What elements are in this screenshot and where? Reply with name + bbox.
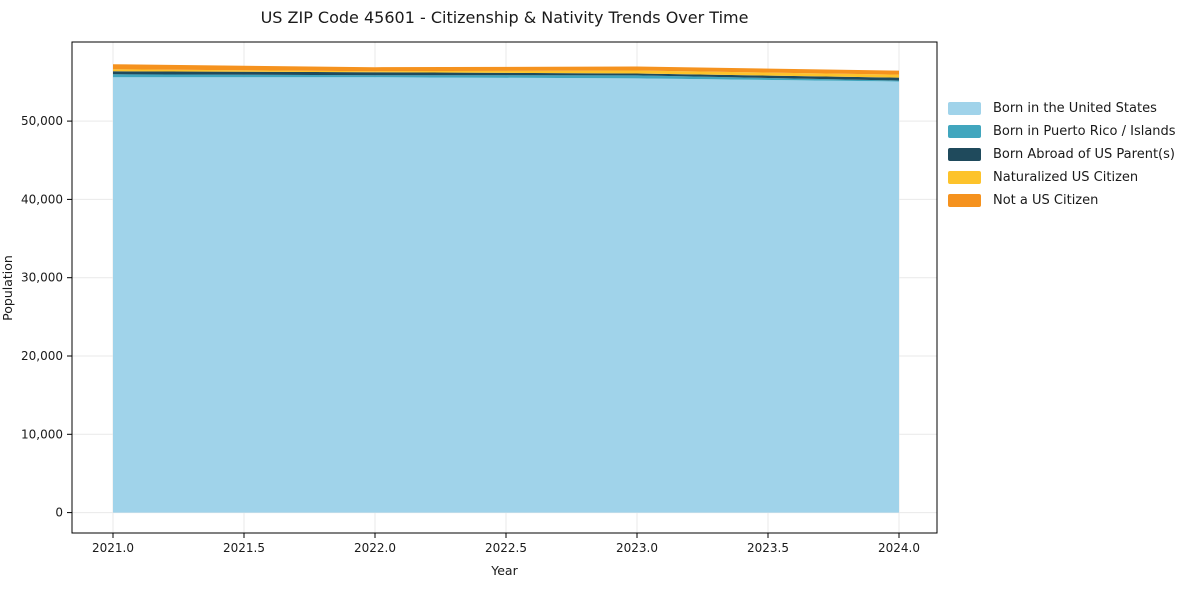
legend-label-born-abroad: Born Abroad of US Parent(s): [993, 147, 1175, 162]
area-naturalized-us-citizen: [113, 69, 899, 78]
legend-label-naturalized: Naturalized US Citizen: [993, 170, 1139, 185]
x-tick-label: 2023.5: [747, 541, 789, 555]
legend-swatch-born-abroad: [948, 148, 981, 161]
y-tick-label: 40,000: [21, 192, 63, 206]
x-tick-label: 2021.0: [92, 541, 134, 555]
legend-row: Not a US Citizen: [948, 193, 1176, 208]
x-tick-label: 2022.5: [485, 541, 527, 555]
chart-title: US ZIP Code 45601 - Citizenship & Nativi…: [260, 8, 749, 27]
y-axis-label: Population: [0, 255, 15, 321]
legend-label-born-in-us: Born in the United States: [993, 101, 1157, 116]
legend-swatch-born-in-us: [948, 102, 981, 115]
legend-swatch-naturalized: [948, 171, 981, 184]
legend-row: Born Abroad of US Parent(s): [948, 147, 1176, 162]
x-tick-label: 2024.0: [878, 541, 920, 555]
legend-swatch-puerto-rico: [948, 125, 981, 138]
legend-row: Born in the United States: [948, 101, 1176, 116]
legend-label-puerto-rico: Born in Puerto Rico / Islands: [993, 124, 1176, 139]
y-tick-label: 50,000: [21, 114, 63, 128]
x-tick-label: 2023.0: [616, 541, 658, 555]
legend-row: Born in Puerto Rico / Islands: [948, 124, 1176, 139]
y-tick-label: 30,000: [21, 271, 63, 285]
legend-label-not-citizen: Not a US Citizen: [993, 193, 1099, 208]
y-tick-label: 20,000: [21, 349, 63, 363]
y-tick-label: 10,000: [21, 427, 63, 441]
x-tick-label: 2022.0: [354, 541, 396, 555]
y-tick-label: 0: [55, 506, 63, 520]
area-not-a-us-citizen: [113, 64, 899, 75]
area-born-abroad-of-us-parent-s: [113, 71, 899, 81]
legend-swatch-not-citizen: [948, 194, 981, 207]
plot-border: [71, 41, 938, 534]
legend-row: Naturalized US Citizen: [948, 170, 1176, 185]
area-born-in-the-united-states: [113, 77, 899, 513]
x-axis-label: Year: [491, 563, 518, 578]
x-tick-label: 2021.5: [223, 541, 265, 555]
area-born-in-puerto-rico-islands: [113, 74, 899, 82]
legend: Born in the United States Born in Puerto…: [948, 101, 1176, 208]
